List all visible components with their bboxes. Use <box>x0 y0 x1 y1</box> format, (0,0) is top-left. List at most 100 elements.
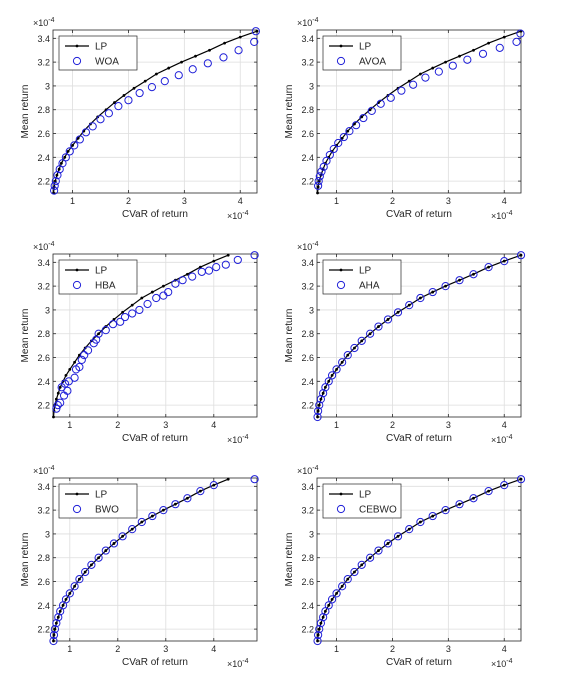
data-point-avoa <box>339 132 348 142</box>
y-tick-label: 2.2 <box>301 401 314 411</box>
data-point-cebwo <box>350 567 359 577</box>
data-point-hba <box>108 320 118 329</box>
lp-point <box>368 108 372 112</box>
axes-box <box>316 253 522 418</box>
y-tick-label: 2.2 <box>301 625 314 635</box>
y-tick-label: 3 <box>45 529 50 539</box>
lp-point <box>360 563 364 567</box>
data-point-woa <box>250 37 259 46</box>
lp-point <box>407 303 411 307</box>
data-point-aha <box>357 336 366 345</box>
lp-point <box>57 167 61 171</box>
lp-point <box>78 353 81 357</box>
x-tick-label: 2 <box>390 420 395 430</box>
data-point-bwo <box>101 546 110 555</box>
data-point-hba <box>94 329 103 338</box>
data-point-aha <box>313 412 322 422</box>
x-tick-label: 3 <box>163 644 168 654</box>
lp-point <box>140 296 144 300</box>
lp-point <box>167 66 171 70</box>
y-exponent-power: -4 <box>312 465 318 472</box>
y-tick-label: 2.4 <box>301 153 314 163</box>
data-point-aha <box>338 358 347 367</box>
data-point-bwo <box>196 486 205 496</box>
lp-point <box>71 144 74 147</box>
y-tick-label: 2.2 <box>37 625 50 635</box>
lp-point <box>54 397 58 401</box>
legend-box <box>322 259 402 295</box>
lp-point <box>316 415 319 419</box>
data-point-hba <box>221 260 230 269</box>
data-point-woa <box>114 102 123 111</box>
lp-point <box>174 502 177 506</box>
x-tick-label: 4 <box>502 644 507 654</box>
data-point-avoa <box>352 121 361 130</box>
lp-point <box>407 527 411 531</box>
legend-label-avoa: AVOA <box>359 57 386 68</box>
lp-point <box>321 615 325 619</box>
y-tick-label: 3.4 <box>301 482 314 492</box>
lp-point <box>458 502 461 506</box>
data-point-bwo <box>137 517 146 527</box>
lp-point <box>78 577 81 581</box>
lp-point <box>52 633 56 637</box>
x-exponent: ×10-4 <box>227 434 249 445</box>
data-point-woa <box>147 83 157 92</box>
data-point-hba <box>143 299 152 309</box>
data-point-aha <box>405 301 414 310</box>
data-point-woa <box>234 46 243 55</box>
legend-label-lp: LP <box>95 266 108 277</box>
data-point-cebwo <box>484 486 493 496</box>
x-tick-label: 1 <box>334 644 339 654</box>
data-point-hba <box>250 251 259 260</box>
data-point-aha <box>343 351 352 360</box>
x-exponent: ×10-4 <box>491 434 513 445</box>
data-point-bwo <box>87 560 96 569</box>
lp-point <box>519 477 523 481</box>
lp-point <box>323 385 327 389</box>
lp-point <box>431 66 435 70</box>
lp-point <box>154 72 158 76</box>
lp-point <box>386 318 390 321</box>
lp-point <box>54 621 58 625</box>
lp-point <box>180 60 183 64</box>
data-point-avoa <box>359 113 368 123</box>
data-point-avoa <box>478 49 488 58</box>
data-point-bwo <box>128 525 137 534</box>
x-exponent-base: ×10 <box>227 211 242 221</box>
data-point-woa <box>61 153 70 162</box>
lp-point <box>212 483 216 487</box>
y-tick-label: 3.4 <box>37 34 50 44</box>
lp-point <box>353 570 356 574</box>
y-exponent-base: ×10 <box>297 18 312 28</box>
y-axis-label: Mean return <box>284 85 295 139</box>
lp-point <box>340 136 344 140</box>
data-point-aha <box>316 395 326 404</box>
y-tick-label: 2.6 <box>301 129 314 139</box>
lp-point <box>113 101 116 104</box>
y-tick-label: 3.2 <box>37 282 50 292</box>
data-point-woa <box>124 96 133 105</box>
lp-point <box>186 272 189 276</box>
axes-box <box>316 477 522 642</box>
data-point-bwo <box>148 511 157 521</box>
x-tick-label: 1 <box>67 644 72 654</box>
data-point-hba <box>53 401 62 410</box>
x-exponent-base: ×10 <box>227 435 242 445</box>
data-point-cebwo <box>455 500 464 509</box>
legend-swatch-circle <box>72 280 82 290</box>
legend-swatch-dot <box>75 268 79 272</box>
lp-point <box>76 136 80 140</box>
x-axis-label: CVaR of return <box>386 433 452 444</box>
lp-point <box>56 391 60 395</box>
legend-box <box>58 483 138 519</box>
y-tick-label: 2.4 <box>301 377 314 387</box>
lp-point <box>386 542 390 545</box>
lp-point <box>56 615 60 619</box>
data-point-woa <box>174 71 183 80</box>
data-point-bwo <box>118 532 127 541</box>
y-tick-label: 2.8 <box>37 553 50 563</box>
data-point-woa <box>50 186 59 195</box>
y-tick-label: 3 <box>45 81 50 91</box>
